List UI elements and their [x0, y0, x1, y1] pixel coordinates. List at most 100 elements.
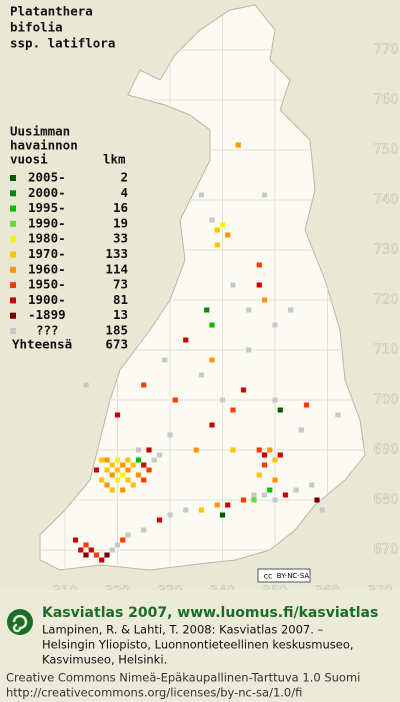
observation-square — [225, 232, 231, 238]
observation-square — [141, 382, 147, 388]
observation-square — [172, 397, 178, 403]
legend-count: 4 — [120, 185, 128, 200]
observation-square — [272, 322, 278, 328]
species-title: ssp. latiflora — [10, 36, 115, 51]
observation-square — [146, 467, 152, 473]
northing-label: 760 — [374, 93, 399, 108]
legend-count: 81 — [113, 292, 128, 307]
legend-label: 1995- — [28, 200, 66, 215]
observation-square — [209, 217, 215, 223]
observation-square — [114, 457, 121, 463]
legend-count: 2 — [120, 170, 128, 185]
observation-square — [256, 282, 262, 288]
observation-square — [104, 482, 110, 488]
observation-square — [141, 527, 147, 533]
observation-square — [261, 452, 268, 458]
observation-square — [130, 482, 136, 488]
observation-square — [135, 457, 142, 463]
badge-text: BY-NC-SA — [277, 572, 310, 580]
observation-square — [109, 462, 115, 468]
legend-count: 16 — [113, 200, 128, 215]
observation-square — [230, 282, 236, 288]
observation-square — [219, 397, 226, 403]
species-title: bifolia — [10, 20, 63, 35]
observation-square — [99, 557, 105, 563]
legend-count: 185 — [105, 323, 128, 338]
footer-background — [0, 590, 400, 702]
legend-label: 1960- — [28, 261, 66, 276]
legend-count: 19 — [113, 215, 128, 230]
logo — [7, 609, 33, 635]
observation-square — [256, 447, 262, 453]
citation-line: Helsingin Yliopisto, Luonnontieteellinen… — [42, 638, 354, 652]
observation-square — [293, 487, 299, 493]
observation-square — [93, 552, 100, 558]
logo-spiral — [12, 614, 28, 633]
observation-square — [120, 537, 126, 543]
observation-square — [246, 347, 252, 353]
citation-line: Lampinen, R. & Lahti, T. 2008: Kasviatla… — [42, 623, 324, 637]
northing-label: 750 — [374, 143, 399, 158]
observation-square — [125, 477, 131, 483]
observation-square — [335, 412, 341, 418]
observation-square — [246, 307, 252, 313]
observation-square — [109, 487, 115, 493]
observation-square — [230, 407, 236, 413]
legend-count-header: lkm — [103, 152, 126, 167]
observation-square — [251, 497, 257, 503]
legend-total-label: Yhteensä — [12, 337, 72, 352]
citation-line: Kasvimuseo, Helsinki. — [42, 653, 167, 667]
observation-square — [204, 307, 210, 313]
observation-square — [314, 497, 320, 503]
observation-square — [120, 462, 126, 468]
observation-square — [83, 382, 89, 388]
observation-square — [309, 482, 315, 488]
labels: 3103203303403503603707707607507407307207… — [10, 4, 399, 600]
legend-label: -1899 — [28, 307, 66, 322]
northing-label: 710 — [374, 343, 399, 358]
northing-label: 740 — [374, 193, 399, 208]
legend-header: Uusimman — [10, 124, 70, 139]
observation-square — [141, 477, 147, 483]
observation-square — [288, 307, 294, 313]
observation-square — [114, 477, 121, 483]
legend-label: 1990- — [28, 215, 66, 230]
logo-disc — [7, 609, 33, 635]
brand: Kasviatlas 2007, www.luomus.fi/kasviatla… — [42, 605, 378, 621]
legend-swatch — [10, 236, 16, 243]
legend-count: 114 — [105, 261, 128, 276]
legend-header: vuosi — [10, 152, 48, 167]
observation-square — [219, 512, 226, 518]
observation-square — [183, 337, 189, 343]
observation-square — [209, 422, 215, 428]
legend-count: 13 — [113, 307, 128, 322]
observation-square — [120, 487, 126, 493]
observation-square — [109, 472, 115, 478]
legend-swatch — [10, 251, 16, 258]
observation-square — [272, 497, 278, 503]
badge-cc: cc — [264, 572, 273, 581]
observation-square — [219, 222, 226, 228]
observation-square — [303, 402, 310, 408]
legend-swatch — [10, 328, 16, 334]
observation-square — [114, 412, 121, 418]
observation-square — [130, 462, 136, 468]
observation-square — [135, 472, 142, 478]
northing-label: 700 — [374, 393, 399, 408]
observation-square — [209, 357, 215, 363]
observation-square — [104, 467, 110, 473]
observation-square — [272, 477, 278, 483]
observation-square — [72, 537, 79, 543]
legend-swatch — [10, 205, 16, 212]
observation-square — [214, 502, 220, 508]
observation-square — [319, 507, 325, 513]
observation-square — [135, 447, 142, 453]
legend-count: 33 — [113, 231, 128, 246]
observations — [72, 142, 341, 563]
observation-square — [104, 457, 110, 463]
observation-square — [261, 462, 268, 468]
legend-label: 1950- — [28, 277, 66, 292]
legend-swatch — [10, 312, 16, 319]
observation-square — [272, 457, 278, 463]
